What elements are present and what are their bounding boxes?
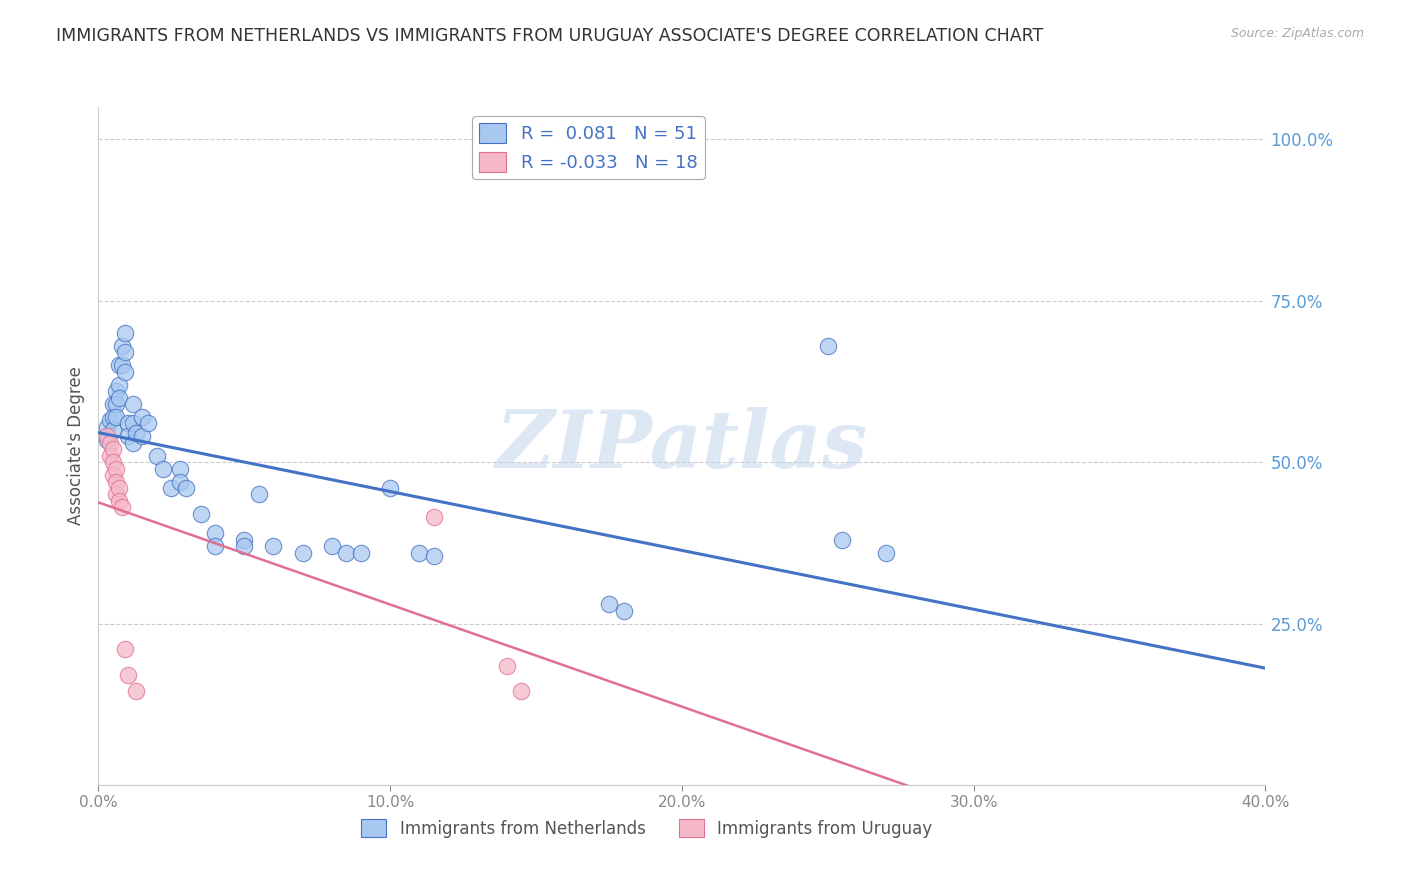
Point <box>117 417 139 431</box>
Point <box>108 494 131 508</box>
Point <box>122 417 145 431</box>
Point <box>174 481 197 495</box>
Point <box>96 419 118 434</box>
Point <box>612 604 634 618</box>
Point <box>350 545 373 559</box>
Point <box>408 545 430 559</box>
Point <box>117 429 139 443</box>
Point <box>114 326 136 340</box>
Point <box>598 597 620 611</box>
Point <box>131 429 153 443</box>
Point <box>101 468 124 483</box>
Point <box>875 545 897 559</box>
Point <box>98 449 121 463</box>
Point <box>146 449 169 463</box>
Point <box>111 339 134 353</box>
Point <box>111 359 134 373</box>
Point <box>101 423 124 437</box>
Point <box>160 481 183 495</box>
Legend: Immigrants from Netherlands, Immigrants from Uruguay: Immigrants from Netherlands, Immigrants … <box>354 813 939 845</box>
Point <box>831 533 853 547</box>
Point <box>114 345 136 359</box>
Point <box>291 545 314 559</box>
Point <box>96 429 118 443</box>
Point <box>125 426 148 441</box>
Point <box>169 475 191 489</box>
Point <box>98 413 121 427</box>
Point <box>125 684 148 698</box>
Point <box>190 507 212 521</box>
Point <box>104 487 127 501</box>
Point <box>204 539 226 553</box>
Point <box>204 526 226 541</box>
Point <box>104 409 127 424</box>
Text: Source: ZipAtlas.com: Source: ZipAtlas.com <box>1230 27 1364 40</box>
Point <box>817 339 839 353</box>
Point <box>96 433 118 447</box>
Point <box>114 642 136 657</box>
Point <box>510 684 533 698</box>
Point <box>98 435 121 450</box>
Point <box>108 481 131 495</box>
Point <box>152 461 174 475</box>
Point <box>104 384 127 398</box>
Point <box>380 481 402 495</box>
Point <box>101 455 124 469</box>
Point <box>101 397 124 411</box>
Point <box>122 397 145 411</box>
Point <box>104 461 127 475</box>
Point <box>101 409 124 424</box>
Point <box>114 365 136 379</box>
Point <box>122 435 145 450</box>
Point <box>233 539 256 553</box>
Point <box>111 500 134 515</box>
Point <box>321 539 343 553</box>
Point <box>108 391 131 405</box>
Text: IMMIGRANTS FROM NETHERLANDS VS IMMIGRANTS FROM URUGUAY ASSOCIATE'S DEGREE CORREL: IMMIGRANTS FROM NETHERLANDS VS IMMIGRANT… <box>56 27 1043 45</box>
Point <box>262 539 284 553</box>
Point <box>101 442 124 457</box>
Point <box>423 510 446 524</box>
Point <box>117 668 139 682</box>
Point <box>108 377 131 392</box>
Point <box>335 545 357 559</box>
Y-axis label: Associate's Degree: Associate's Degree <box>66 367 84 525</box>
Point <box>496 658 519 673</box>
Point <box>423 549 446 563</box>
Text: ZIPatlas: ZIPatlas <box>496 408 868 484</box>
Point <box>131 409 153 424</box>
Point <box>247 487 270 501</box>
Point <box>108 359 131 373</box>
Point <box>136 417 159 431</box>
Point <box>104 397 127 411</box>
Point <box>233 533 256 547</box>
Point <box>104 475 127 489</box>
Point <box>169 461 191 475</box>
